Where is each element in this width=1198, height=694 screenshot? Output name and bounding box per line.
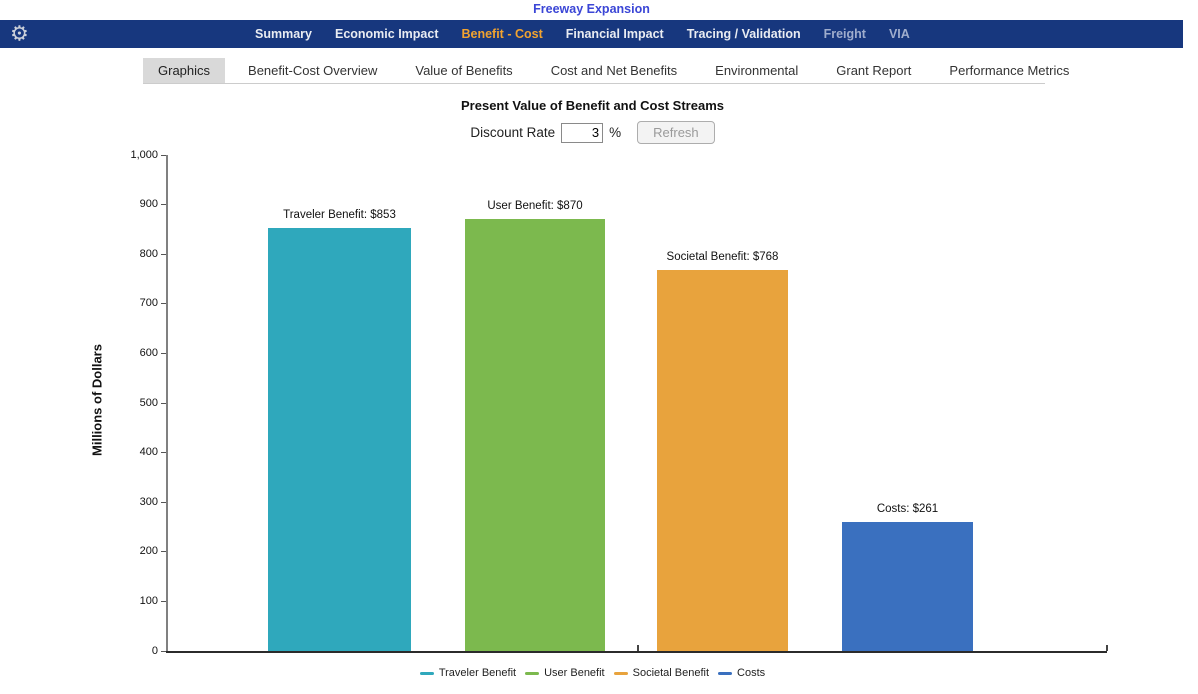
legend-marker-costs [718,671,733,675]
legend-item-societal-benefit[interactable]: Societal Benefit [613,667,710,679]
legend-item-user-benefit[interactable]: User Benefit [525,667,605,679]
y-tick-mark [161,600,166,602]
tab-grant-report[interactable]: Grant Report [836,63,912,78]
bar-label-traveler-benefit: Traveler Benefit: $853 [283,208,396,221]
y-tick-mark [161,204,166,206]
legend-label: Societal Benefit [632,667,710,679]
project-title-link[interactable]: Freeway Expansion [533,2,650,16]
bar-label-user-benefit: User Benefit: $870 [487,200,583,213]
x-tick-mark [1106,645,1108,651]
y-tick-mark [161,154,166,156]
y-tick-mark [161,501,166,503]
sub-tabbar: Graphics Benefit-Cost Overview Value of Be… [143,58,1069,84]
nav-item-financial-impact[interactable]: Financial Impact [565,27,664,41]
y-tick-label: 400 [139,446,158,459]
nav-item-via[interactable]: VIA [888,27,910,41]
tab-cost-and-net-benefits[interactable]: Cost and Net Benefits [550,63,678,78]
chart-title: Present Value of Benefit and Cost Stream… [461,98,724,113]
percent-sign: % [609,125,622,140]
nav-item-benefit-cost[interactable]: Benefit - Cost [461,27,543,41]
y-tick-label: 0 [151,644,158,657]
gear-icon[interactable]: ⚙ [10,22,29,46]
nav-item-tracing-validation[interactable]: Tracing / Validation [686,27,801,41]
discount-controls: Discount Rate % Refresh [0,121,1185,144]
legend-label: Costs [737,667,766,679]
y-tick-mark [161,303,166,305]
refresh-button[interactable]: Refresh [637,121,715,144]
legend-item-traveler-benefit[interactable]: Traveler Benefit [419,667,517,679]
legend-marker-traveler-benefit [419,671,434,675]
y-axis-line [166,155,168,652]
x-axis-line [166,651,1107,653]
nav-item-freight[interactable]: Freight [823,27,866,41]
bar-costs [842,521,973,651]
y-tick-label: 500 [139,396,158,409]
main-nav-items: Summary Economic Impact Benefit - Cost Fina… [255,27,910,41]
tab-performance-metrics[interactable]: Performance Metrics [949,63,1070,78]
bar-label-societal-benefit: Societal Benefit: $768 [666,251,779,264]
y-tick-label: 100 [139,594,158,607]
y-tick-label: 700 [139,297,158,310]
bar-societal-benefit [657,270,788,651]
main-navbar: ⚙ Summary Economic Impact Benefit - Cost Fi… [0,20,1183,48]
legend-marker-societal-benefit [613,671,628,675]
y-tick-label: 900 [139,198,158,211]
tab-environmental[interactable]: Environmental [715,63,799,78]
y-tick-mark [161,551,166,553]
bar-label-costs: Costs: $261 [876,502,939,515]
x-tick-mark [637,645,639,651]
y-tick-mark [161,253,166,255]
y-tick-label: 300 [139,495,158,508]
nav-item-summary[interactable]: Summary [255,27,312,41]
y-tick-mark [161,650,166,652]
y-tick-label: 1,000 [130,148,158,161]
discount-rate-input[interactable] [561,122,604,143]
y-tick-label: 200 [139,545,158,558]
legend-label: User Benefit [544,667,605,679]
legend-marker-user-benefit [525,671,540,675]
bar-traveler-benefit [268,227,411,651]
y-tick-label: 800 [139,247,158,260]
y-tick-label: 600 [139,346,158,359]
discount-rate-label: Discount Rate [470,125,556,140]
tab-value-of-benefits[interactable]: Value of Benefits [415,63,513,78]
bar-user-benefit [465,219,605,651]
y-tick-mark [161,402,166,404]
legend-label: Traveler Benefit [438,667,517,679]
nav-item-economic-impact[interactable]: Economic Impact [334,27,439,41]
chart-legend: Traveler Benefit User Benefit Societal Ben… [0,667,1185,679]
legend-item-costs[interactable]: Costs [718,667,765,679]
y-tick-mark [161,352,166,354]
tab-benefit-cost-overview[interactable]: Benefit-Cost Overview [248,63,378,78]
y-tick-mark [161,452,166,454]
tab-graphics[interactable]: Graphics [143,58,226,83]
